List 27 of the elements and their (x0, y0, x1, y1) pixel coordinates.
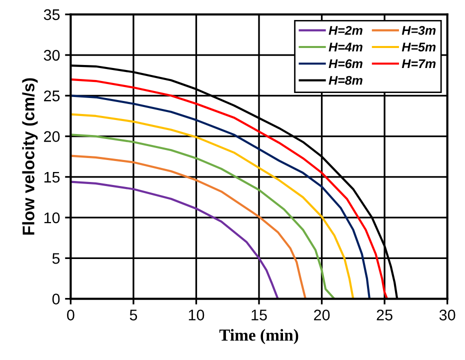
x-tick-label: 30 (439, 310, 456, 320)
y-tick-label: 10 (44, 212, 60, 224)
y-tick-label: 15 (44, 172, 60, 183)
x-tick-label: 15 (252, 310, 267, 320)
y-tick-label: 35 (44, 9, 60, 20)
legend-label: H=7m (402, 59, 436, 68)
x-tick-label: 20 (314, 310, 330, 320)
legend-label: H=6m (328, 59, 362, 68)
y-axis-title: Flow velocity (cm/s) (22, 78, 38, 235)
y-tick-label: 5 (52, 253, 60, 264)
x-tick-label: 0 (67, 310, 74, 320)
legend-label: H=4m (328, 42, 362, 52)
legend-label: H=2m (328, 26, 362, 35)
x-tick-label: 10 (188, 310, 204, 320)
y-tick-label: 30 (44, 50, 60, 61)
y-tick-label: 20 (44, 131, 60, 142)
legend-label: H=3m (402, 26, 436, 35)
legend-label: H=8m (328, 76, 362, 85)
line-series (70, 180, 279, 299)
x-tick-label: 25 (376, 310, 392, 320)
line-series (70, 134, 336, 299)
y-tick-label: 0 (52, 294, 60, 304)
x-tick-label: 5 (130, 310, 138, 320)
y-tick-label: 25 (44, 90, 60, 102)
x-axis-title: Time (min) (219, 329, 298, 344)
line-series (70, 154, 307, 299)
legend-label: H=5m (402, 42, 436, 52)
